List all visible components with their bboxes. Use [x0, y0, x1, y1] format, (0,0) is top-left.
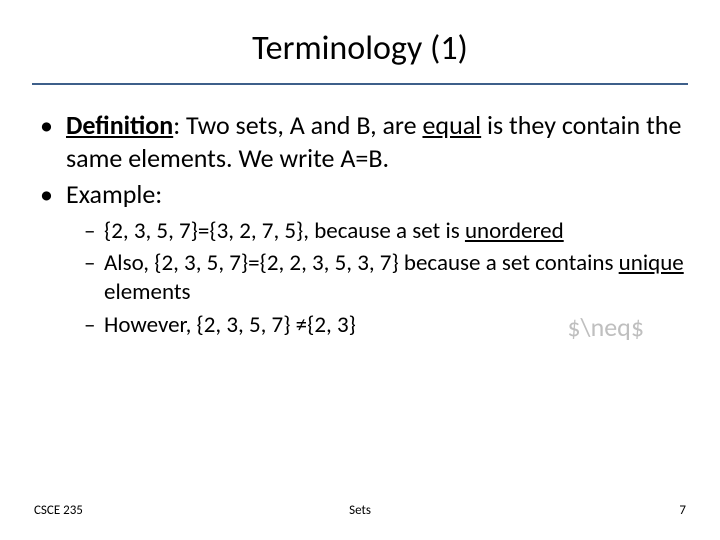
bullet-definition: Definition: Two sets, A and B, are equal… [40, 109, 688, 174]
bullet-list: Definition: Two sets, A and B, are equal… [32, 109, 688, 340]
neq-symbol: ≠ [296, 311, 307, 339]
neq-latex-source: $\neq$ [567, 311, 644, 344]
sub-bullet-2: Also, {2, 3, 5, 7}={2, 2, 3, 5, 3, 7} be… [84, 249, 688, 307]
sub2-text-b: elements [104, 278, 191, 306]
sub-bullet-1: {2, 3, 5, 7}={3, 2, 7, 5}, because a set… [84, 217, 688, 246]
definition-label: Definition [66, 109, 173, 141]
sub2-text-a: Also, {2, 3, 5, 7}={2, 2, 3, 5, 3, 7} be… [104, 249, 619, 277]
sub1-underlined: unordered [465, 217, 564, 245]
definition-text-1: : Two sets, A and B, are [173, 109, 422, 141]
sub-bullet-list: {2, 3, 5, 7}={3, 2, 7, 5}, because a set… [66, 217, 688, 340]
sub3-text-a: However, {2, 3, 5, 7} [104, 311, 296, 339]
sub1-text: {2, 3, 5, 7}={3, 2, 7, 5}, because a set… [104, 217, 465, 245]
sub-bullet-3: However, {2, 3, 5, 7} ≠{2, 3} $\neq$ [84, 311, 688, 340]
sub3-text-b: {2, 3} [307, 311, 356, 339]
example-label: Example: [66, 178, 162, 210]
footer-right: 7 [679, 503, 686, 518]
equal-word: equal [422, 109, 481, 141]
slide-title: Terminology (1) [32, 28, 688, 69]
footer-center: Sets [0, 503, 720, 518]
slide-body: Definition: Two sets, A and B, are equal… [32, 109, 688, 340]
slide: Terminology (1) Definition: Two sets, A … [0, 0, 720, 540]
sub2-underlined: unique [619, 249, 684, 277]
bullet-example: Example: {2, 3, 5, 7}={3, 2, 7, 5}, beca… [40, 178, 688, 340]
title-rule [32, 83, 688, 85]
